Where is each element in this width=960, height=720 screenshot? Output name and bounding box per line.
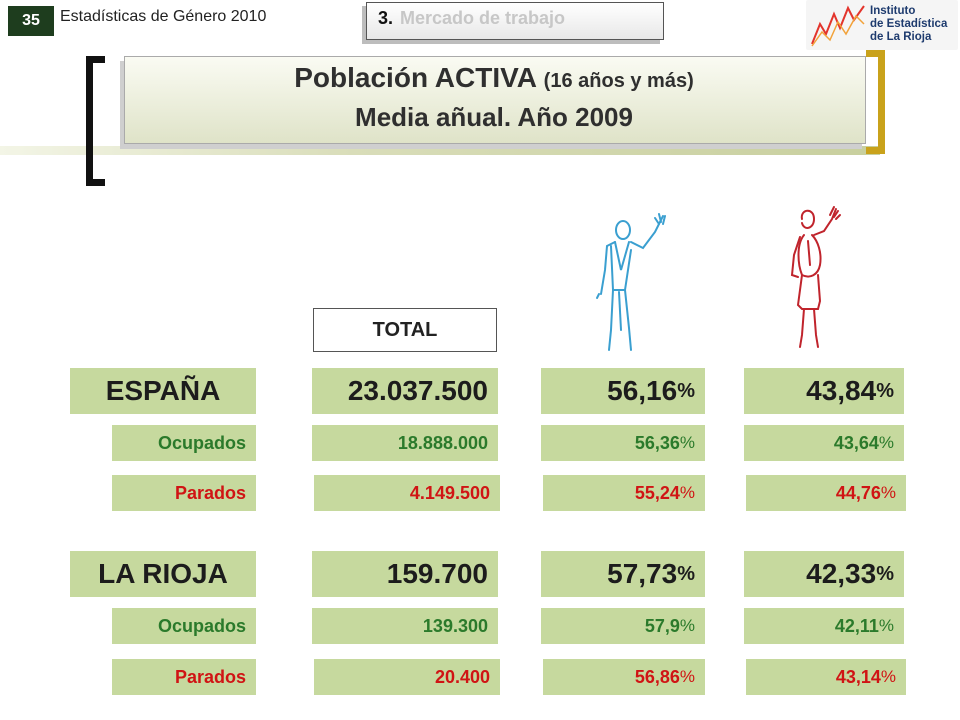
espana-women-value: 43,84 bbox=[806, 375, 877, 406]
logo-line-3: de La Rioja bbox=[870, 31, 932, 43]
rioja-parados-men: 56,86% bbox=[543, 659, 705, 695]
document-title: Estadísticas de Género 2010 bbox=[60, 8, 267, 25]
title-underline bbox=[0, 146, 880, 155]
percent-sign: % bbox=[876, 562, 894, 585]
percent-sign: % bbox=[876, 379, 894, 402]
logo-text: Instituto de Estadística de La Rioja bbox=[870, 5, 947, 44]
espana-parados-label: Parados bbox=[112, 475, 256, 511]
rioja-men-value: 57,73 bbox=[607, 558, 678, 589]
percent-sign: % bbox=[880, 667, 896, 686]
rioja-ocupados-men: 57,9% bbox=[541, 608, 705, 644]
percent-sign: % bbox=[679, 483, 695, 502]
espana-ocupados-women-value: 43,64 bbox=[833, 432, 879, 453]
section-name: Mercado de trabajo bbox=[400, 8, 566, 28]
espana-ocupados-label: Ocupados bbox=[112, 425, 256, 461]
logo-line-2: de Estadística bbox=[870, 18, 948, 30]
espana-ocupados-men: 56,36% bbox=[541, 425, 705, 461]
logo-line-1: Instituto bbox=[870, 5, 916, 17]
title-main-text: Población ACTIVA bbox=[294, 62, 536, 93]
woman-figure-icon bbox=[790, 206, 841, 348]
rioja-women-value: 42,33 bbox=[806, 558, 877, 589]
percent-sign: % bbox=[679, 616, 695, 635]
espana-parados-men: 55,24% bbox=[543, 475, 705, 511]
total-column-header: TOTAL bbox=[313, 308, 497, 352]
espana-parados-women-value: 44,76 bbox=[835, 482, 881, 503]
page-title: Población ACTIVA (16 años y más) bbox=[124, 62, 864, 94]
espana-men-value: 56,16 bbox=[607, 375, 678, 406]
espana-ocupados-men-value: 56,36 bbox=[634, 432, 680, 453]
espana-parados-men-value: 55,24 bbox=[634, 482, 680, 503]
percent-sign: % bbox=[679, 667, 695, 686]
rioja-parados-label: Parados bbox=[112, 659, 256, 695]
espana-women-pct: 43,84% bbox=[744, 368, 904, 414]
rioja-parados-men-value: 56,86 bbox=[634, 666, 680, 687]
percent-sign: % bbox=[878, 616, 894, 635]
institute-logo bbox=[806, 0, 958, 50]
rioja-ocupados-total: 139.300 bbox=[312, 608, 498, 644]
espana-ocupados-women: 43,64% bbox=[744, 425, 904, 461]
rioja-ocupados-women: 42,11% bbox=[744, 608, 904, 644]
page-subtitle: Media añual. Año 2009 bbox=[355, 102, 633, 132]
rioja-men-pct: 57,73% bbox=[541, 551, 705, 597]
rioja-parados-total: 20.400 bbox=[314, 659, 500, 695]
percent-sign: % bbox=[878, 433, 894, 452]
title-suffix: (16 años y más) bbox=[543, 70, 694, 92]
rioja-women-pct: 42,33% bbox=[744, 551, 904, 597]
left-bracket bbox=[86, 56, 105, 186]
espana-ocupados-total: 18.888.000 bbox=[312, 425, 498, 461]
right-bracket bbox=[866, 50, 885, 154]
rioja-parados-women: 43,14% bbox=[746, 659, 906, 695]
espana-label: ESPAÑA bbox=[70, 368, 256, 414]
percent-sign: % bbox=[679, 433, 695, 452]
rioja-ocupados-men-value: 57,9 bbox=[644, 615, 680, 636]
espana-total: 23.037.500 bbox=[312, 368, 498, 414]
man-figure-icon bbox=[596, 213, 666, 351]
page-number: 35 bbox=[8, 6, 54, 36]
section-number: 3. bbox=[378, 8, 394, 28]
espana-men-pct: 56,16% bbox=[541, 368, 705, 414]
percent-sign: % bbox=[880, 483, 896, 502]
rioja-label: LA RIOJA bbox=[70, 551, 256, 597]
rioja-parados-women-value: 43,14 bbox=[835, 666, 881, 687]
rioja-total: 159.700 bbox=[312, 551, 498, 597]
rioja-ocupados-women-value: 42,11 bbox=[834, 615, 879, 636]
title-box bbox=[124, 56, 866, 144]
percent-sign: % bbox=[677, 562, 695, 585]
rioja-ocupados-label: Ocupados bbox=[112, 608, 256, 644]
line-chart-logo-icon bbox=[811, 5, 865, 47]
espana-parados-women: 44,76% bbox=[746, 475, 906, 511]
section-tab[interactable] bbox=[366, 2, 664, 40]
percent-sign: % bbox=[677, 379, 695, 402]
espana-parados-total: 4.149.500 bbox=[314, 475, 500, 511]
